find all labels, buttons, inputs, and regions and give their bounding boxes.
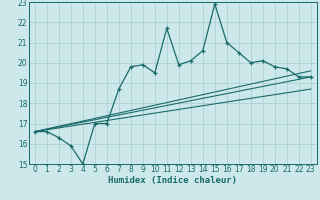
X-axis label: Humidex (Indice chaleur): Humidex (Indice chaleur) (108, 176, 237, 185)
